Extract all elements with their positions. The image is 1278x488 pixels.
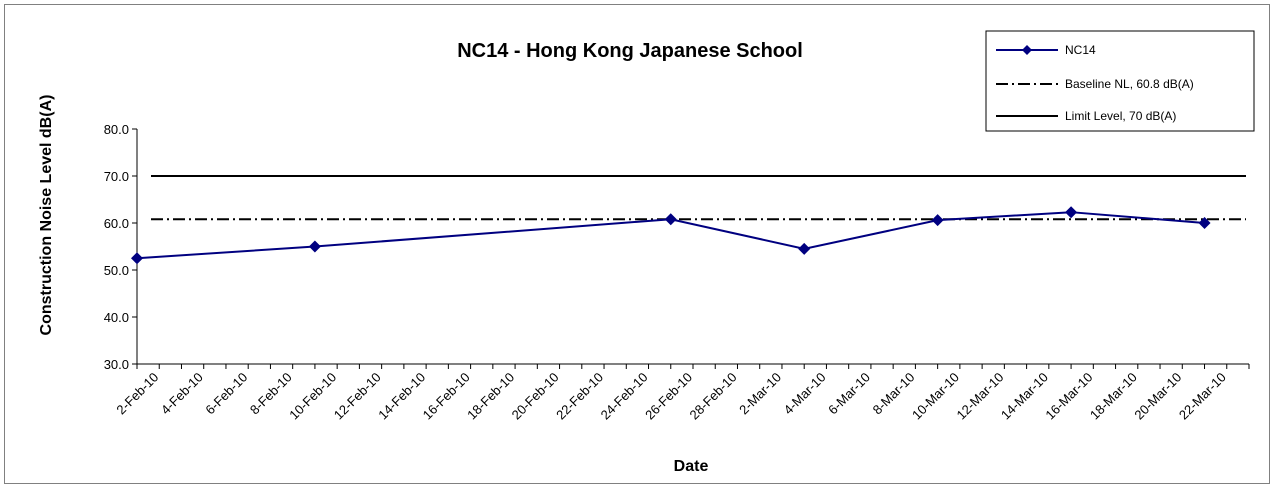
x-tick-label: 10-Mar-10 xyxy=(909,370,962,423)
y-tick-label: 80.0 xyxy=(104,122,129,137)
nc14-data-point xyxy=(1065,206,1078,219)
y-tick-label: 70.0 xyxy=(104,169,129,184)
x-tick-label: 12-Mar-10 xyxy=(953,370,1006,423)
x-tick-label: 10-Feb-10 xyxy=(286,370,339,423)
x-tick-label: 4-Mar-10 xyxy=(781,370,829,418)
x-tick-label: 12-Feb-10 xyxy=(331,370,384,423)
x-tick-label: 6-Mar-10 xyxy=(825,370,873,418)
y-tick-label: 40.0 xyxy=(104,310,129,325)
x-tick-label: 22-Feb-10 xyxy=(553,370,606,423)
x-tick-label: 4-Feb-10 xyxy=(158,370,206,418)
x-tick-label: 24-Feb-10 xyxy=(598,370,651,423)
x-tick-label: 26-Feb-10 xyxy=(642,370,695,423)
x-tick-label: 2-Mar-10 xyxy=(736,370,784,418)
y-axis-title: Construction Noise Level dB(A) xyxy=(38,95,55,336)
legend: NC14 Baseline NL, 60.8 dB(A) Limit Level… xyxy=(985,30,1255,132)
x-tick-label: 20-Feb-10 xyxy=(509,370,562,423)
x-tick-label: 28-Feb-10 xyxy=(687,370,740,423)
legend-nc14-marker xyxy=(1022,45,1032,55)
nc14-data-point xyxy=(131,252,143,265)
legend-baseline-label: Baseline NL, 60.8 dB(A) xyxy=(1065,77,1194,91)
nc14-data-point xyxy=(931,214,944,227)
y-tick-label: 30.0 xyxy=(104,357,129,372)
nc14-data-point xyxy=(798,242,811,255)
x-axis-title: Date xyxy=(674,458,709,475)
x-tick-label: 2-Feb-10 xyxy=(113,370,161,418)
y-tick-label: 60.0 xyxy=(104,216,129,231)
x-tick-label: 22-Mar-10 xyxy=(1176,370,1229,423)
chart-frame: NC14 - Hong Kong Japanese School Date Co… xyxy=(4,4,1270,484)
x-tick-label: 16-Feb-10 xyxy=(420,370,473,423)
legend-box xyxy=(985,30,1255,132)
nc14-data-point xyxy=(1198,217,1211,229)
legend-nc14-label: NC14 xyxy=(1065,43,1096,57)
noise-level-chart: NC14 - Hong Kong Japanese School Date Co… xyxy=(38,30,1255,475)
nc14-data-point xyxy=(664,213,677,226)
legend-limit-label: Limit Level, 70 dB(A) xyxy=(1065,109,1176,123)
x-tick-label: 18-Feb-10 xyxy=(464,370,517,423)
y-tick-label: 50.0 xyxy=(104,263,129,278)
x-tick-label: 6-Feb-10 xyxy=(202,370,250,418)
x-tick-label: 14-Mar-10 xyxy=(998,370,1051,423)
nc14-data-point xyxy=(308,240,321,253)
x-tick-label: 14-Feb-10 xyxy=(375,370,428,423)
plot-area: 30.0 40.0 50.0 60.0 70.0 80.0 2-Feb-104-Feb-10… xyxy=(104,122,1250,423)
x-tick-label: 18-Mar-10 xyxy=(1087,370,1140,423)
x-tick-label: 16-Mar-10 xyxy=(1042,370,1095,423)
chart-title: NC14 - Hong Kong Japanese School xyxy=(457,40,803,62)
x-tick-label: 20-Mar-10 xyxy=(1131,370,1184,423)
